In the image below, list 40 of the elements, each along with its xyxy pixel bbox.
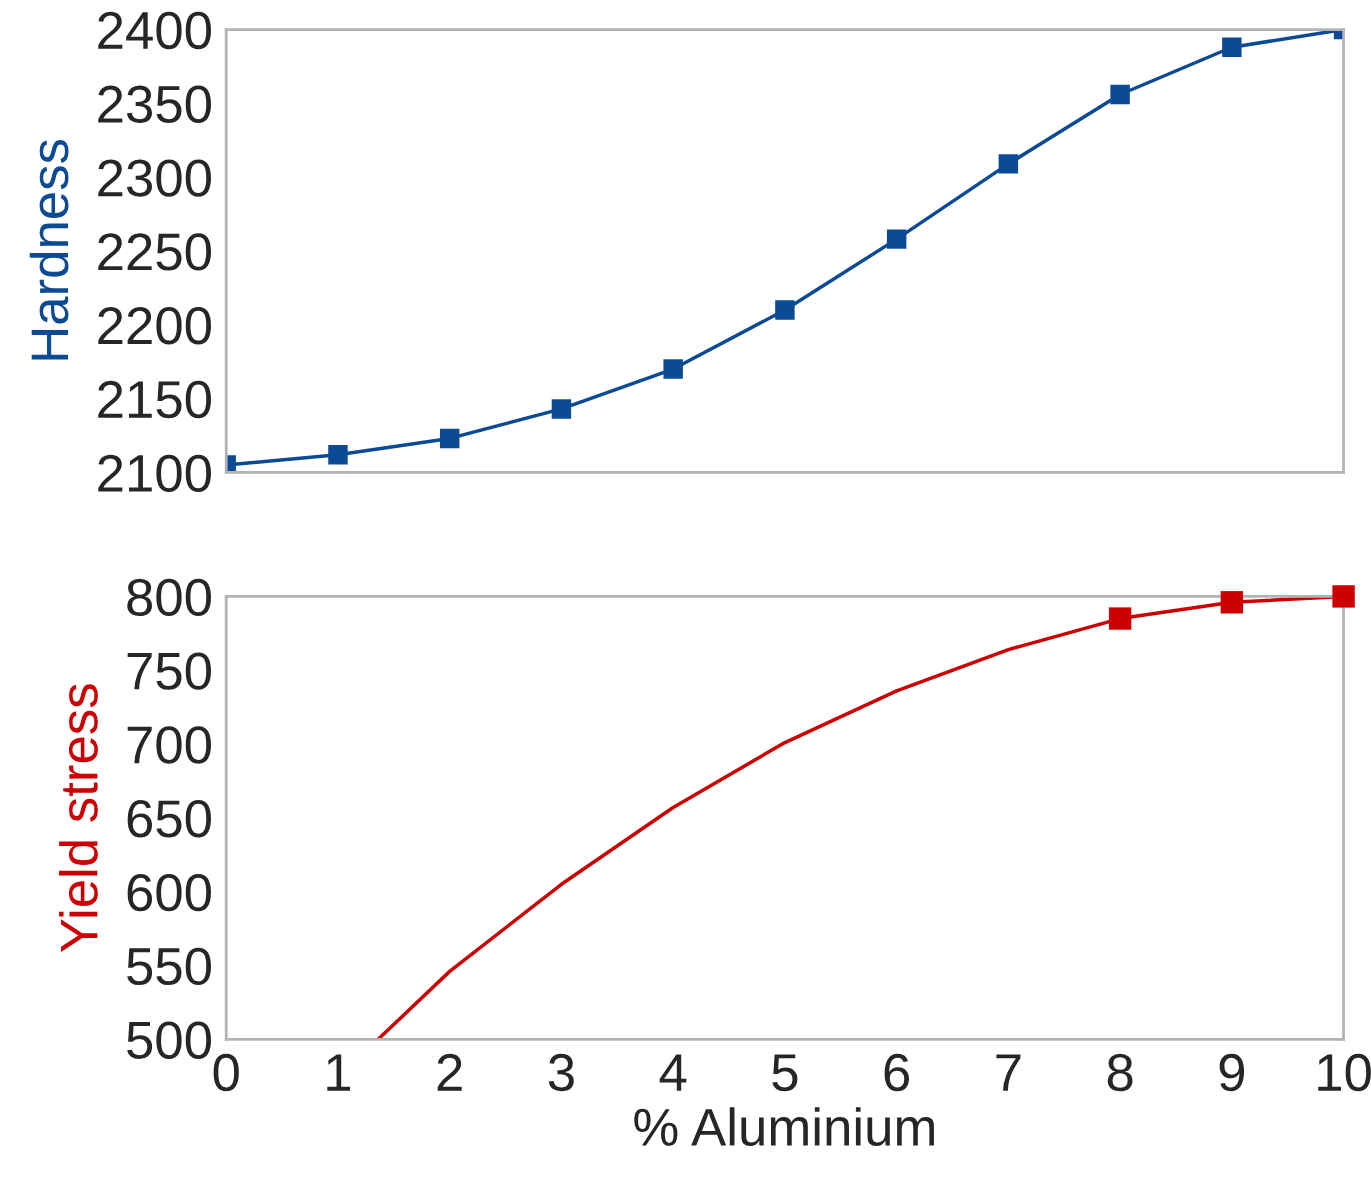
y-tick-label: 500 — [127, 1021, 211, 1059]
x-tick-label: 10 — [1318, 1053, 1371, 1092]
point — [1222, 37, 1242, 57]
x-tick-label: 3 — [548, 1053, 574, 1092]
point — [998, 154, 1019, 174]
y-tick-label: 2350 — [98, 85, 211, 123]
point — [1220, 591, 1244, 614]
x-tick-label: 5 — [772, 1054, 798, 1092]
y-tick-label: 2400 — [98, 11, 211, 50]
point — [1108, 607, 1132, 630]
y-tick-label: 650 — [127, 800, 211, 838]
x-tick-label: 7 — [996, 1054, 1021, 1091]
point — [663, 359, 683, 379]
x-tick-label: 9 — [1219, 1053, 1245, 1092]
y-tick-label: 700 — [127, 726, 211, 764]
y-axis-title: Yield stress — [59, 684, 98, 953]
y-axis-title: Hardness — [29, 139, 69, 360]
point — [886, 229, 907, 249]
y-tick-label: 2100 — [98, 454, 211, 493]
y-tick-label: 550 — [127, 947, 211, 986]
y-tick-label: 2200 — [98, 307, 211, 345]
y-tick-label: 600 — [127, 873, 211, 912]
x-tick-label: 0 — [213, 1053, 239, 1092]
y-tick-label: 750 — [127, 652, 211, 690]
x-tick-label: 8 — [1107, 1053, 1133, 1092]
point — [775, 300, 795, 320]
point — [551, 399, 572, 419]
y-tick-label: 2250 — [98, 233, 211, 271]
x-tick-label: 2 — [437, 1053, 462, 1091]
point — [328, 444, 348, 465]
y-tick-label: 800 — [127, 578, 211, 617]
x-tick-label: 4 — [659, 1054, 687, 1091]
y-tick-label: 2150 — [98, 380, 211, 419]
point — [1332, 585, 1355, 608]
point — [1110, 84, 1130, 105]
point — [439, 428, 460, 449]
x-tick-label: 1 — [327, 1054, 351, 1091]
y-tick-label: 2300 — [98, 159, 211, 197]
x-tick-label: 6 — [884, 1053, 909, 1092]
x-axis-title: % Aluminium — [634, 1107, 934, 1146]
